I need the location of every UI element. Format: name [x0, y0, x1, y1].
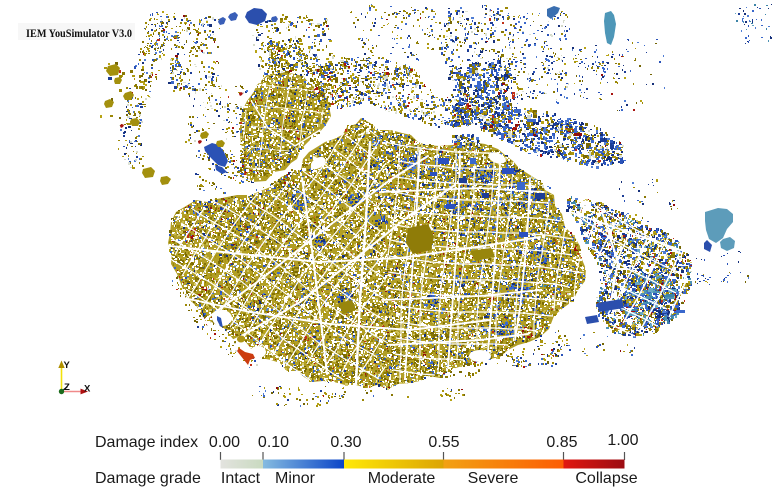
- svg-text:0.85: 0.85: [546, 434, 577, 451]
- svg-text:0.10: 0.10: [258, 434, 289, 451]
- svg-text:Damage grade: Damage grade: [95, 470, 201, 487]
- svg-text:IEM YouSimulator V3.0: IEM YouSimulator V3.0: [26, 27, 132, 40]
- svg-text:Minor: Minor: [275, 470, 316, 487]
- svg-text:Intact: Intact: [221, 470, 261, 487]
- svg-text:X: X: [84, 384, 91, 395]
- svg-text:0.30: 0.30: [330, 434, 361, 451]
- svg-text:Y: Y: [64, 360, 71, 371]
- svg-text:Moderate: Moderate: [368, 470, 436, 487]
- svg-text:Damage index: Damage index: [95, 434, 198, 451]
- svg-text:1.00: 1.00: [607, 432, 638, 449]
- svg-text:0.55: 0.55: [428, 434, 459, 451]
- svg-text:Collapse: Collapse: [575, 470, 637, 487]
- svg-text:0.00: 0.00: [209, 434, 240, 451]
- svg-text:Severe: Severe: [468, 470, 519, 487]
- svg-text:Z: Z: [64, 382, 70, 393]
